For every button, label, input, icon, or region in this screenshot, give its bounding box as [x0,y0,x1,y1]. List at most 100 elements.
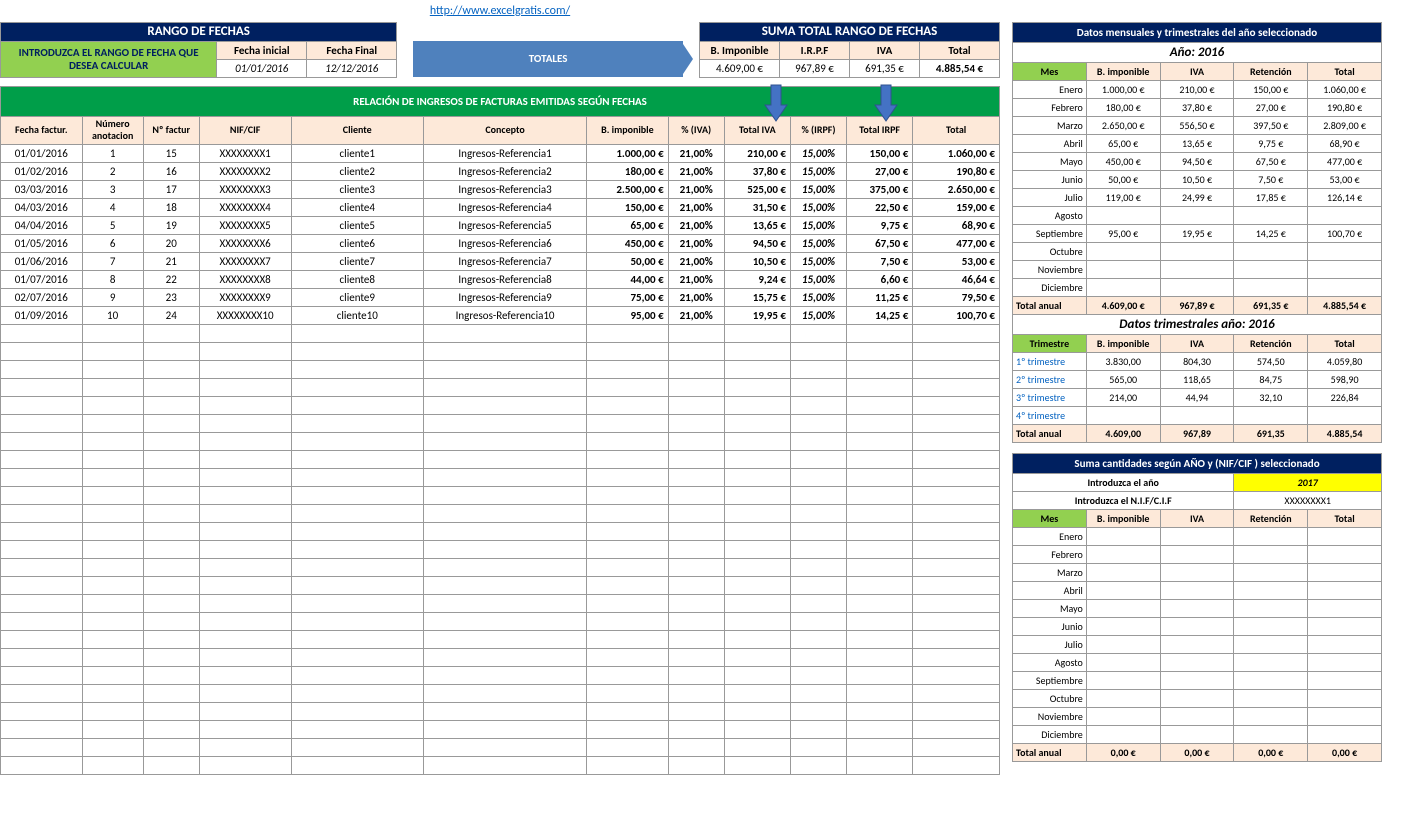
cell-cliente[interactable]: cliente3 [291,180,424,198]
cell-num[interactable]: 2 [82,162,143,180]
cell-num[interactable]: 3 [82,180,143,198]
cell-num[interactable]: 4 [82,198,143,216]
cell-cliente[interactable]: cliente7 [291,252,424,270]
cell-fecha[interactable]: 02/07/2016 [1,288,83,306]
cell-piva[interactable]: 21,00% [668,144,724,162]
m-ret: 14,25 € [1234,225,1308,243]
cell-concepto[interactable]: Ingresos-Referencia5 [424,216,587,234]
cell-concepto[interactable]: Ingresos-Referencia2 [424,162,587,180]
nif-year-value[interactable]: 2017 [1234,474,1382,492]
cell-concepto[interactable]: Ingresos-Referencia1 [424,144,587,162]
cell-fact[interactable]: 16 [143,162,199,180]
cell-cliente[interactable]: cliente9 [291,288,424,306]
cell-concepto[interactable]: Ingresos-Referencia4 [424,198,587,216]
cell-bimp[interactable]: 50,00 € [587,252,669,270]
cell-fact[interactable]: 19 [143,216,199,234]
cell-fact[interactable]: 21 [143,252,199,270]
cell-nif[interactable]: XXXXXXXX7 [199,252,291,270]
cell-fact[interactable]: 15 [143,144,199,162]
totales-button[interactable]: TOTALES [413,41,683,77]
cell-nif[interactable]: XXXXXXXX8 [199,270,291,288]
cell-nif[interactable]: XXXXXXXX1 [199,144,291,162]
cell-piva[interactable]: 21,00% [668,162,724,180]
cell-fact[interactable]: 24 [143,306,199,324]
cell-num[interactable]: 9 [82,288,143,306]
cell-fecha[interactable]: 01/02/2016 [1,162,83,180]
cell-piva[interactable]: 21,00% [668,234,724,252]
cell-pirpf[interactable]: 15,00% [790,270,846,288]
cell-piva[interactable]: 21,00% [668,252,724,270]
cell-nif[interactable]: XXXXXXXX9 [199,288,291,306]
cell-bimp[interactable]: 65,00 € [587,216,669,234]
cell-concepto[interactable]: Ingresos-Referencia6 [424,234,587,252]
cell-bimp[interactable]: 95,00 € [587,306,669,324]
cell-cliente[interactable]: cliente5 [291,216,424,234]
cell-fecha[interactable]: 01/01/2016 [1,144,83,162]
cell-pirpf[interactable]: 15,00% [790,216,846,234]
cell-bimp[interactable]: 44,00 € [587,270,669,288]
cell-pirpf[interactable]: 15,00% [790,180,846,198]
cell-piva[interactable]: 21,00% [668,216,724,234]
cell-num[interactable]: 5 [82,216,143,234]
cell-pirpf[interactable]: 15,00% [790,306,846,324]
cell-concepto[interactable]: Ingresos-Referencia7 [424,252,587,270]
cell-nif[interactable]: XXXXXXXX6 [199,234,291,252]
cell-pirpf[interactable]: 15,00% [790,234,846,252]
cell-fecha[interactable]: 04/04/2016 [1,216,83,234]
cell-num[interactable]: 1 [82,144,143,162]
cell-fecha[interactable]: 01/09/2016 [1,306,83,324]
cell-cliente[interactable]: cliente10 [291,306,424,324]
cell-fecha[interactable]: 01/07/2016 [1,270,83,288]
cell-bimp[interactable]: 1.000,00 € [587,144,669,162]
fecha-ini-value[interactable]: 01/01/2016 [217,59,307,77]
cell-fact[interactable]: 18 [143,198,199,216]
cell-num[interactable]: 7 [82,252,143,270]
cell-fecha[interactable]: 04/03/2016 [1,198,83,216]
cell-concepto[interactable]: Ingresos-Referencia9 [424,288,587,306]
cell-concepto[interactable]: Ingresos-Referencia8 [424,270,587,288]
cell-fact[interactable]: 20 [143,234,199,252]
cell-piva[interactable]: 21,00% [668,306,724,324]
cell-concepto[interactable]: Ingresos-Referencia10 [424,306,587,324]
cell-concepto[interactable]: Ingresos-Referencia3 [424,180,587,198]
cell-pirpf[interactable]: 15,00% [790,198,846,216]
cell-pirpf[interactable]: 15,00% [790,288,846,306]
cell-pirpf[interactable]: 15,00% [790,252,846,270]
cell-cliente[interactable]: cliente1 [291,144,424,162]
cell-fecha[interactable]: 03/03/2016 [1,180,83,198]
n-iva [1160,708,1234,726]
cell-bimp[interactable]: 180,00 € [587,162,669,180]
cell-fact[interactable]: 23 [143,288,199,306]
cell-bimp[interactable]: 450,00 € [587,234,669,252]
source-link[interactable]: http://www.excelgratis.com/ [0,0,1000,22]
cell-num[interactable]: 10 [82,306,143,324]
cell-bimp[interactable]: 75,00 € [587,288,669,306]
cell-cliente[interactable]: cliente8 [291,270,424,288]
cell-piva[interactable]: 21,00% [668,198,724,216]
m-bi [1086,261,1160,279]
cell-fecha[interactable]: 01/05/2016 [1,234,83,252]
cell-pirpf[interactable]: 15,00% [790,144,846,162]
fecha-fin-value[interactable]: 12/12/2016 [307,59,397,77]
nif-input-value[interactable]: XXXXXXXX1 [1234,492,1382,510]
cell-pirpf[interactable]: 15,00% [790,162,846,180]
cell-cliente[interactable]: cliente6 [291,234,424,252]
cell-tiva: 31,50 € [724,198,790,216]
cell-nif[interactable]: XXXXXXXX3 [199,180,291,198]
cell-piva[interactable]: 21,00% [668,270,724,288]
cell-fecha[interactable]: 01/06/2016 [1,252,83,270]
cell-piva[interactable]: 21,00% [668,288,724,306]
cell-bimp[interactable]: 150,00 € [587,198,669,216]
cell-nif[interactable]: XXXXXXXX4 [199,198,291,216]
cell-fact[interactable]: 17 [143,180,199,198]
cell-num[interactable]: 8 [82,270,143,288]
cell-bimp[interactable]: 2.500,00 € [587,180,669,198]
cell-nif[interactable]: XXXXXXXX10 [199,306,291,324]
cell-nif[interactable]: XXXXXXXX5 [199,216,291,234]
cell-nif[interactable]: XXXXXXXX2 [199,162,291,180]
cell-cliente[interactable]: cliente4 [291,198,424,216]
cell-piva[interactable]: 21,00% [668,180,724,198]
cell-fact[interactable]: 22 [143,270,199,288]
cell-num[interactable]: 6 [82,234,143,252]
cell-cliente[interactable]: cliente2 [291,162,424,180]
